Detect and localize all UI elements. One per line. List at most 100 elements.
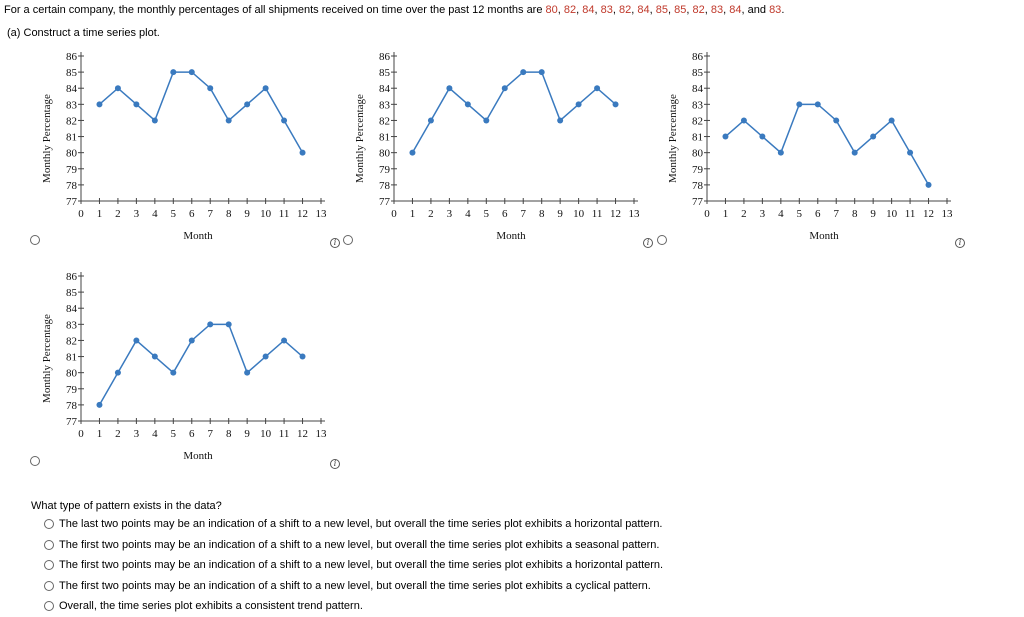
x-tick-label: 9 <box>244 428 250 440</box>
chart-3-radio[interactable] <box>657 235 667 245</box>
x-tick-label: 5 <box>171 428 177 440</box>
chart-2-radio[interactable] <box>343 235 353 245</box>
y-axis-label: Monthly Percentage <box>41 314 53 403</box>
x-tick-label: 1 <box>410 208 416 220</box>
info-icon[interactable]: i <box>330 459 340 469</box>
data-point <box>925 181 932 188</box>
series-line <box>724 103 930 186</box>
x-tick-label: 13 <box>942 208 954 220</box>
value-5: 82 <box>619 4 632 16</box>
data-point <box>188 337 195 344</box>
x-tick-label: 13 <box>316 208 328 220</box>
x-tick-label: 8 <box>226 208 232 220</box>
y-tick-label: 81 <box>66 352 77 364</box>
x-tick-label: 13 <box>316 428 328 440</box>
x-tick-label: 12 <box>297 428 308 440</box>
x-tick-label: 9 <box>557 208 563 220</box>
y-tick-label: 77 <box>66 416 78 428</box>
intro-text: For a certain company, the monthly perce… <box>4 4 546 16</box>
data-point <box>722 133 729 140</box>
x-tick-label: 13 <box>629 208 641 220</box>
x-tick-label: 9 <box>244 208 250 220</box>
x-tick-label: 7 <box>833 208 839 220</box>
data-point <box>409 149 416 156</box>
y-axis-label: Monthly Percentage <box>41 94 53 183</box>
x-tick-label: 2 <box>428 208 434 220</box>
answer-radio[interactable] <box>44 540 54 550</box>
x-tick-label: 4 <box>152 428 158 440</box>
y-tick-label: 82 <box>66 115 77 127</box>
series-line <box>98 323 304 406</box>
x-tick-label: 12 <box>610 208 621 220</box>
data-point <box>299 149 306 156</box>
answer-option-4[interactable]: The first two points may be an indicatio… <box>44 579 651 593</box>
data-point <box>151 117 158 124</box>
x-tick-label: 12 <box>297 208 308 220</box>
data-point <box>446 85 453 92</box>
data-point <box>170 69 177 76</box>
data-point <box>114 85 121 92</box>
x-tick-label: 2 <box>741 208 747 220</box>
y-tick-label: 82 <box>66 335 77 347</box>
y-tick-label: 77 <box>66 196 78 208</box>
y-tick-label: 82 <box>692 115 703 127</box>
y-tick-label: 84 <box>692 83 704 95</box>
x-tick-label: 2 <box>115 428 121 440</box>
x-tick-label: 5 <box>797 208 803 220</box>
y-tick-label: 81 <box>66 132 77 144</box>
answer-radio[interactable] <box>44 519 54 529</box>
y-tick-label: 83 <box>692 99 704 111</box>
data-point <box>188 69 195 76</box>
answer-option-1[interactable]: The last two points may be an indication… <box>44 517 663 531</box>
chart-4-radio[interactable] <box>30 456 40 466</box>
x-tick-label: 6 <box>815 208 821 220</box>
y-tick-label: 81 <box>379 132 390 144</box>
data-point <box>225 321 232 328</box>
data-point <box>133 337 140 344</box>
y-tick-label: 86 <box>379 51 391 63</box>
data-point <box>575 101 582 108</box>
info-icon[interactable]: i <box>955 238 965 248</box>
x-tick-label: 10 <box>260 428 272 440</box>
answer-radio[interactable] <box>44 560 54 570</box>
data-point <box>225 117 232 124</box>
y-tick-label: 85 <box>379 67 391 79</box>
answer-label: The first two points may be an indicatio… <box>59 539 660 551</box>
info-icon[interactable]: i <box>330 238 340 248</box>
y-tick-label: 80 <box>66 368 78 380</box>
data-point <box>594 85 601 92</box>
data-point <box>114 369 121 376</box>
x-tick-label: 0 <box>704 208 710 220</box>
y-tick-label: 80 <box>379 148 391 160</box>
and-text: , and <box>741 4 770 16</box>
y-tick-label: 84 <box>66 83 78 95</box>
y-tick-label: 85 <box>66 67 78 79</box>
info-icon[interactable]: i <box>643 238 653 248</box>
y-axis-label: Monthly Percentage <box>667 94 679 183</box>
answer-radio[interactable] <box>44 601 54 611</box>
data-point <box>262 353 269 360</box>
x-tick-label: 6 <box>189 428 195 440</box>
answer-option-5[interactable]: Overall, the time series plot exhibits a… <box>44 599 363 613</box>
x-axis-label: Month <box>183 230 213 242</box>
x-tick-label: 1 <box>723 208 729 220</box>
x-tick-label: 7 <box>207 208 213 220</box>
chart-1-radio[interactable] <box>30 235 40 245</box>
problem-statement: For a certain company, the monthly perce… <box>4 4 785 16</box>
y-tick-label: 80 <box>692 148 704 160</box>
answer-option-2[interactable]: The first two points may be an indicatio… <box>44 538 659 552</box>
x-tick-label: 2 <box>115 208 121 220</box>
value-1: 80 <box>545 4 558 16</box>
y-axis-label: Monthly Percentage <box>354 94 366 183</box>
data-point <box>281 117 288 124</box>
answer-radio[interactable] <box>44 581 54 591</box>
y-tick-label: 86 <box>66 51 78 63</box>
answer-option-3[interactable]: The first two points may be an indicatio… <box>44 558 663 572</box>
x-tick-label: 11 <box>279 208 290 220</box>
value-11: 84 <box>729 4 742 16</box>
data-point <box>207 321 214 328</box>
data-point <box>814 101 821 108</box>
x-tick-label: 4 <box>778 208 784 220</box>
